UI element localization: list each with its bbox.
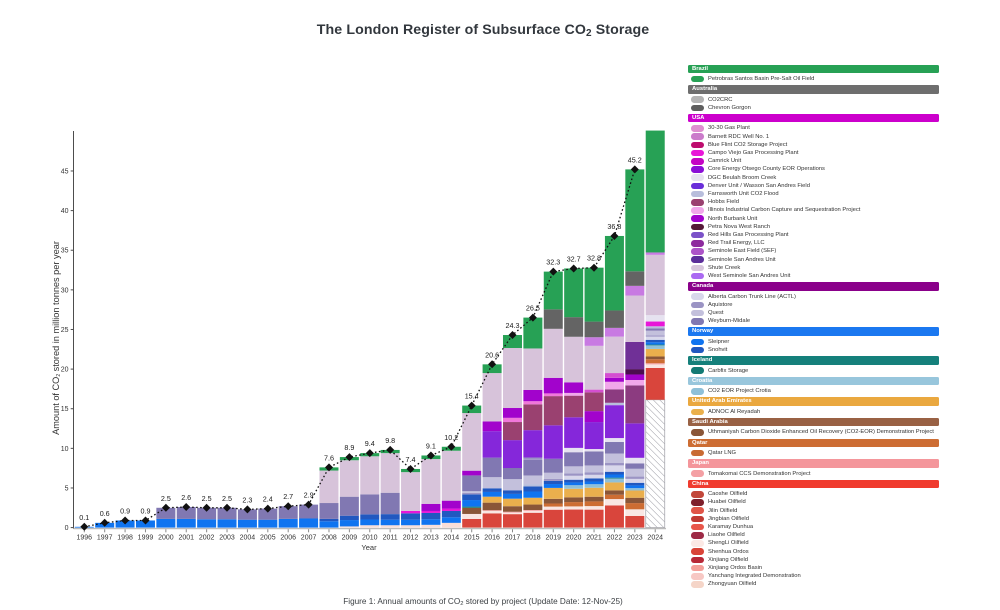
svg-text:20.6: 20.6 [485, 350, 499, 359]
svg-text:30: 30 [61, 287, 69, 294]
svg-text:15.4: 15.4 [465, 392, 479, 401]
svg-text:2.9: 2.9 [304, 491, 314, 500]
svg-text:25: 25 [61, 327, 69, 334]
svg-text:1997: 1997 [97, 535, 113, 542]
svg-text:45: 45 [61, 168, 69, 175]
svg-text:5: 5 [65, 485, 69, 492]
svg-text:2002: 2002 [199, 535, 215, 542]
svg-text:2023: 2023 [627, 535, 643, 542]
svg-text:20: 20 [61, 367, 69, 374]
svg-text:26.5: 26.5 [526, 304, 540, 313]
svg-text:45.2: 45.2 [628, 155, 642, 164]
svg-text:1999: 1999 [138, 535, 154, 542]
svg-text:15: 15 [61, 406, 69, 413]
svg-text:9.4: 9.4 [365, 439, 375, 448]
svg-text:32.7: 32.7 [567, 255, 581, 264]
svg-text:2020: 2020 [566, 535, 582, 542]
svg-text:40: 40 [61, 208, 69, 215]
svg-text:2000: 2000 [158, 535, 174, 542]
svg-text:1996: 1996 [77, 535, 93, 542]
svg-text:2012: 2012 [403, 535, 419, 542]
svg-text:0.1: 0.1 [79, 513, 89, 522]
svg-text:2005: 2005 [260, 535, 276, 542]
svg-text:2013: 2013 [423, 535, 439, 542]
svg-text:32.3: 32.3 [546, 258, 560, 267]
svg-text:2014: 2014 [444, 535, 460, 542]
svg-text:Year: Year [361, 543, 377, 552]
svg-text:2015: 2015 [464, 535, 480, 542]
svg-text:2.5: 2.5 [222, 494, 232, 503]
svg-text:2001: 2001 [178, 535, 194, 542]
svg-text:2006: 2006 [280, 535, 296, 542]
svg-text:7.6: 7.6 [324, 453, 334, 462]
svg-text:0.6: 0.6 [100, 509, 110, 518]
svg-text:2011: 2011 [383, 535, 398, 542]
svg-text:0.9: 0.9 [120, 507, 130, 516]
svg-text:2018: 2018 [525, 535, 541, 542]
svg-text:2019: 2019 [545, 535, 561, 542]
svg-text:2016: 2016 [484, 535, 500, 542]
svg-text:2.5: 2.5 [161, 494, 171, 503]
svg-text:2.3: 2.3 [242, 495, 252, 504]
svg-text:2.6: 2.6 [181, 493, 191, 502]
svg-text:2010: 2010 [362, 535, 378, 542]
svg-text:2003: 2003 [219, 535, 235, 542]
svg-text:2017: 2017 [505, 535, 521, 542]
svg-text:24.3: 24.3 [506, 321, 520, 330]
svg-text:1998: 1998 [117, 535, 133, 542]
svg-text:32.8: 32.8 [587, 254, 601, 263]
svg-text:0.9: 0.9 [141, 507, 151, 516]
svg-text:2008: 2008 [321, 535, 337, 542]
svg-text:36.8: 36.8 [607, 222, 621, 231]
svg-text:2.4: 2.4 [263, 495, 273, 504]
svg-text:2024: 2024 [647, 535, 663, 542]
svg-text:7.4: 7.4 [406, 455, 416, 464]
svg-text:8.9: 8.9 [344, 443, 354, 452]
svg-text:9.1: 9.1 [426, 442, 436, 451]
svg-text:9.8: 9.8 [385, 436, 395, 445]
svg-text:2004: 2004 [240, 535, 256, 542]
svg-text:10: 10 [61, 446, 69, 453]
svg-text:2022: 2022 [607, 535, 623, 542]
svg-text:0: 0 [65, 525, 69, 532]
svg-text:2007: 2007 [301, 535, 317, 542]
svg-text:2.5: 2.5 [202, 494, 212, 503]
svg-text:2021: 2021 [586, 535, 602, 542]
svg-text:35: 35 [61, 248, 69, 255]
svg-text:10.2: 10.2 [444, 433, 458, 442]
svg-text:2009: 2009 [342, 535, 358, 542]
svg-text:2.7: 2.7 [283, 492, 293, 501]
